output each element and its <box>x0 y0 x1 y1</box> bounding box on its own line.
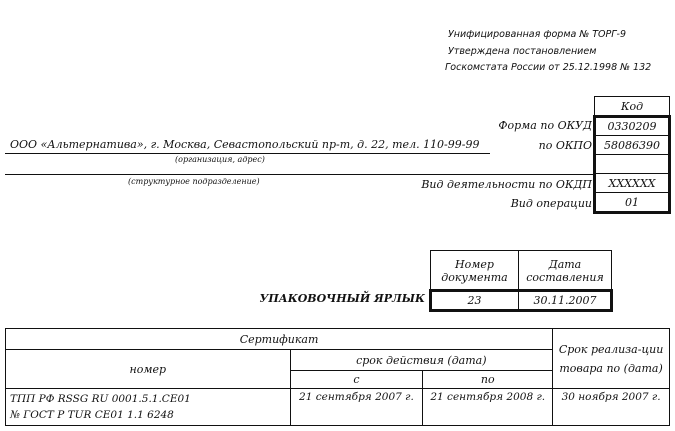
form-header-line2: Утверждена постановлением <box>448 46 597 57</box>
okdp-label: Вид деятельности по ОКДП <box>421 178 592 191</box>
to-header: по <box>422 370 554 389</box>
empty-code <box>594 154 670 174</box>
okpo-label: по ОКПО <box>538 139 592 152</box>
certificate-table: Сертификат Срок реализа-ции товара по (д… <box>4 328 670 426</box>
doc-number-header: Номер документа <box>430 250 519 291</box>
division-caption: (структурное подразделение) <box>128 177 260 186</box>
organization-underline <box>5 153 490 154</box>
valid-from: 21 сентября 2007 г. <box>289 388 424 426</box>
certificate-header: Сертификат <box>4 328 554 350</box>
doc-number: 23 <box>430 290 519 311</box>
document-table: Номер документа Дата составления 23 30.11.… <box>430 250 612 311</box>
division-underline <box>5 174 595 175</box>
okpo-code: 58086390 <box>594 135 670 155</box>
document-title: УПАКОВОЧНЫЙ ЯРЛЫК <box>259 292 425 305</box>
sale-period-header: Срок реализа-ции товара по (дата) <box>552 328 670 389</box>
certificate-number-line1: ТПП РФ RSSG RU 0001.5.1.CE01 <box>10 393 191 405</box>
codes-header: Код <box>594 96 670 117</box>
operation-code: 01 <box>594 192 670 212</box>
okdp-code: XXXXXX <box>594 173 670 193</box>
form-header-line1: Унифицированная форма № ТОРГ-9 <box>448 29 626 40</box>
okud-code: 0330209 <box>594 116 670 136</box>
doc-date-header: Дата составления <box>518 250 612 291</box>
operation-label: Вид операции <box>510 197 592 210</box>
validity-header: срок действия (дата) <box>289 349 554 371</box>
okud-label: Форма по ОКУД <box>498 119 592 132</box>
sale-period: 30 ноября 2007 г. <box>552 388 670 426</box>
form-header-line3: Госкомстата России от 25.12.1998 № 132 <box>445 62 652 73</box>
organization-value: ООО «Альтернатива», г. Москва, Севастопо… <box>10 138 480 151</box>
organization-caption: (организация, адрес) <box>175 155 265 164</box>
certificate-number-line2: № ГОСТ Р TUR CE01 1.1 6248 <box>10 409 174 421</box>
certificate-number: ТПП РФ RSSG RU 0001.5.1.CE01 № ГОСТ Р TU… <box>5 388 291 426</box>
doc-date: 30.11.2007 <box>518 290 612 311</box>
valid-to: 21 сентября 2008 г. <box>422 388 554 426</box>
codes-table: Код 0330209 58086390 XXXXXX 01 <box>594 96 670 212</box>
number-header: номер <box>5 349 291 389</box>
from-header: с <box>289 370 424 389</box>
